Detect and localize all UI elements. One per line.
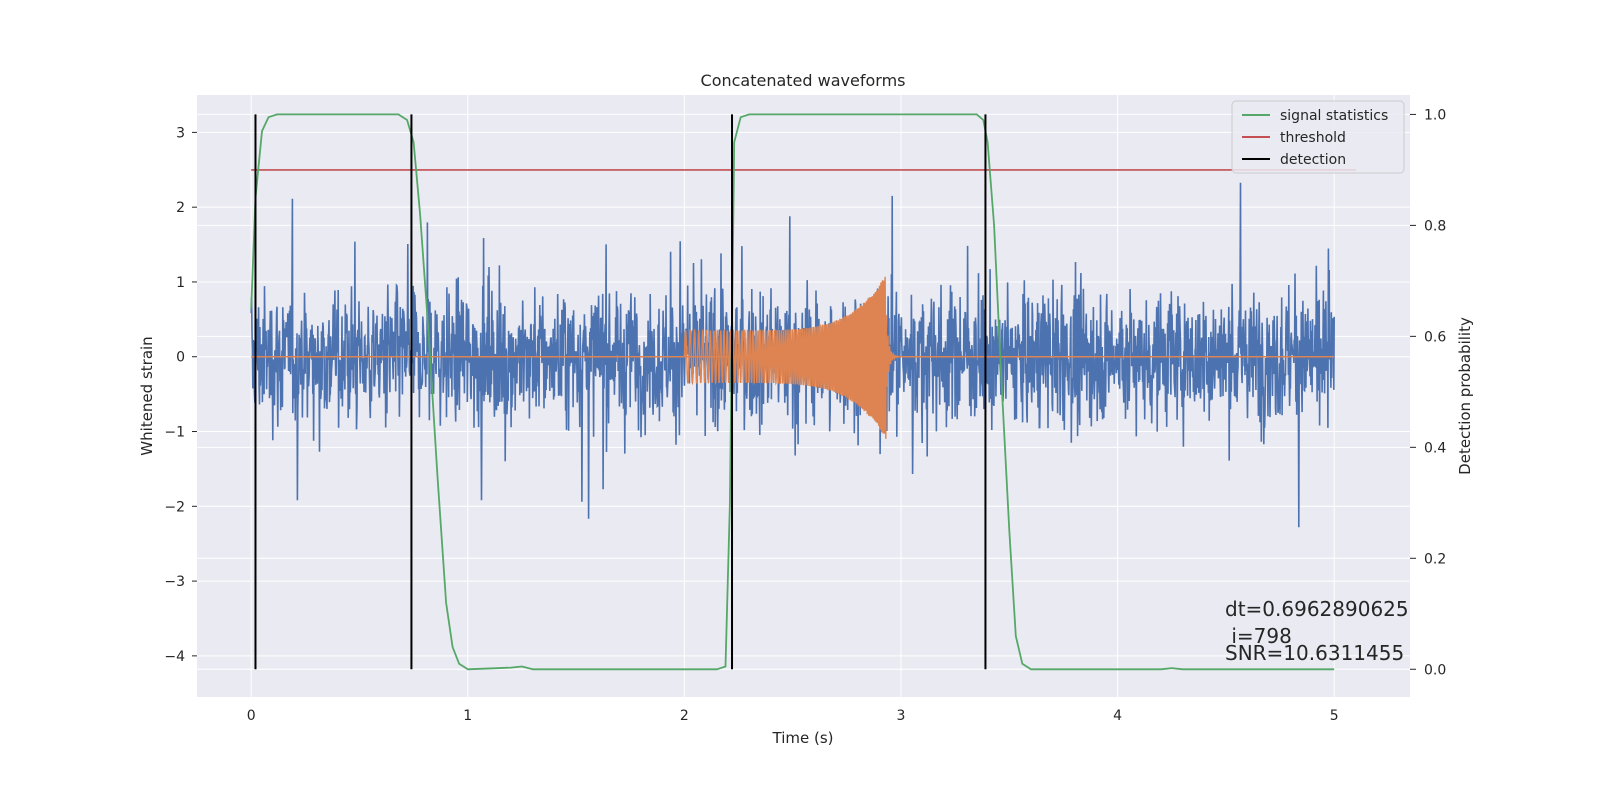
y-tick-label: −4 (164, 649, 185, 665)
annotation-dt: dt=0.6962890625 (1225, 597, 1409, 621)
signal-statistics-line (250, 113, 1335, 671)
right-y-tick-label: 0.6 (1424, 329, 1446, 345)
y-tick-label: 0 (176, 350, 185, 366)
right-y-tick-label: 0.2 (1424, 551, 1446, 567)
annotation-i: i=798 (1225, 624, 1292, 648)
y-tick-label: −2 (164, 499, 185, 515)
y-axis-ticks: −4 −3 −2 −1 0 1 2 3 (164, 125, 197, 665)
right-y-tick-label: 1.0 (1424, 107, 1446, 123)
legend-label-detection: detection (1280, 152, 1346, 168)
chart-title: Concatenated waveforms (701, 71, 906, 90)
y-tick-label: −1 (164, 425, 185, 441)
right-y-tick-label: 0.8 (1424, 218, 1446, 234)
x-tick-label: 5 (1330, 708, 1339, 724)
annotation-snr: SNR=10.6311455 (1225, 641, 1404, 665)
right-y-tick-label: 0.0 (1424, 662, 1446, 678)
y-tick-label: 3 (176, 125, 185, 141)
chirp-line (683, 276, 904, 439)
x-tick-label: 4 (1113, 708, 1122, 724)
x-tick-label: 2 (680, 708, 689, 724)
right-y-axis-label: Detection probability (1456, 317, 1474, 475)
detection-lines (254, 114, 987, 670)
x-axis-label: Time (s) (772, 729, 834, 747)
right-y-tick-label: 0.4 (1424, 440, 1446, 456)
legend-label-signal-statistics: signal statistics (1280, 108, 1388, 124)
chirp-series (251, 276, 1335, 439)
legend-box (1231, 100, 1405, 174)
signal-statistics-series (250, 113, 1335, 671)
y-tick-label: 1 (176, 275, 185, 291)
y-axis-label: Whitened strain (138, 336, 156, 455)
x-tick-label: 0 (247, 708, 256, 724)
x-axis-ticks: 0 1 2 3 4 5 (247, 708, 1339, 724)
x-tick-label: 1 (463, 708, 472, 724)
y-tick-label: −3 (164, 574, 185, 590)
right-y-axis-ticks: 0.0 0.2 0.4 0.6 0.8 1.0 (1410, 107, 1446, 678)
legend-label-threshold: threshold (1280, 130, 1346, 146)
y-tick-label: 2 (176, 200, 185, 216)
x-tick-label: 3 (897, 708, 906, 724)
legend: signal statistics threshold detection (1231, 100, 1405, 174)
